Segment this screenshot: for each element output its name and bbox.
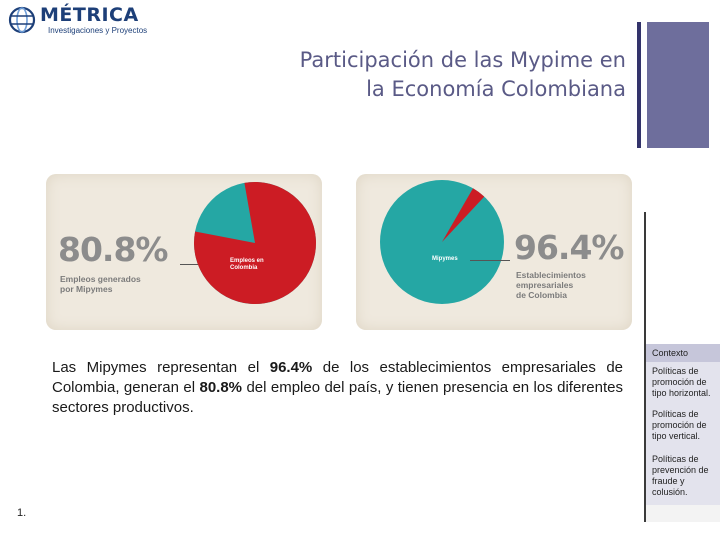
establishments-caption: Establecimientos empresariales de Colomb… xyxy=(516,270,586,300)
employment-pie xyxy=(194,182,317,305)
establishments-caption-line-3: de Colombia xyxy=(516,290,568,300)
nav-item-fraud-prevention[interactable]: Políticas de prevención de fraude y colu… xyxy=(652,454,709,497)
establishments-pie-label: Mipymes xyxy=(432,256,458,262)
pie-other-slice xyxy=(442,188,485,242)
establishments-leader-line xyxy=(470,260,510,261)
employment-percent: 80.8% xyxy=(58,230,168,269)
body-paragraph: Las Mipymes representan el 96.4% de los … xyxy=(52,358,623,418)
slide-title: Participación de las Mypime en la Econom… xyxy=(186,46,626,104)
nav-item-vertical-policies[interactable]: Políticas de promoción de tipo vertical. xyxy=(652,409,707,441)
establishments-caption-line-2: empresariales xyxy=(516,280,574,290)
establishments-infographic: Mipymes 96.4% Establecimientos empresari… xyxy=(356,174,632,330)
employment-pie-label: Empleos en Colombia xyxy=(230,258,264,272)
logo-name: MÉTRICA xyxy=(40,4,139,26)
establishments-percent: 96.4% xyxy=(514,228,624,267)
nav-divider xyxy=(644,212,646,522)
body-text-part: de los establecimientos empresariales de… xyxy=(52,359,624,396)
employment-pie-label-line-2: Colombia xyxy=(230,265,258,271)
establishments-caption-line-1: Establecimientos xyxy=(516,270,586,280)
globe-icon xyxy=(8,6,36,34)
logo-subtitle: Investigaciones y Proyectos xyxy=(48,26,148,35)
slide-title-line-1: Participación de las Mypime en xyxy=(299,48,626,72)
metrica-logo: MÉTRICA Investigaciones y Proyectos xyxy=(8,4,147,36)
body-text-part: del empleo del país, y tienen presencia … xyxy=(52,379,623,416)
body-text-part: Las Mipymes representan el xyxy=(52,359,270,376)
employment-infographic: 80.8% Empleos generados por Mipymes Empl… xyxy=(46,174,322,330)
employment-pie-label-line-1: Empleos en xyxy=(230,258,264,264)
accent-bar-thick xyxy=(647,22,709,148)
slide-title-line-2: la Economía Colombiana xyxy=(366,77,626,101)
accent-bar-thin xyxy=(637,22,641,148)
establishments-highlight: 96.4% xyxy=(269,359,313,376)
employment-highlight: 80.8% xyxy=(199,379,243,396)
section-nav: Contexto Políticas de promoción de tipo … xyxy=(646,344,720,522)
nav-item-contexto[interactable]: Contexto xyxy=(646,344,720,362)
employment-caption: Empleos generados por Mipymes xyxy=(60,274,141,294)
nav-item-horizontal-policies[interactable]: Políticas de promoción de tipo horizonta… xyxy=(652,366,711,398)
establishments-pie xyxy=(380,180,504,304)
employment-caption-line-1: Empleos generados xyxy=(60,274,141,284)
slide-number: 1. xyxy=(17,507,27,519)
employment-caption-line-2: por Mipymes xyxy=(60,284,113,294)
pie-mipymes-slice xyxy=(194,182,317,305)
nav-footer xyxy=(646,505,720,522)
